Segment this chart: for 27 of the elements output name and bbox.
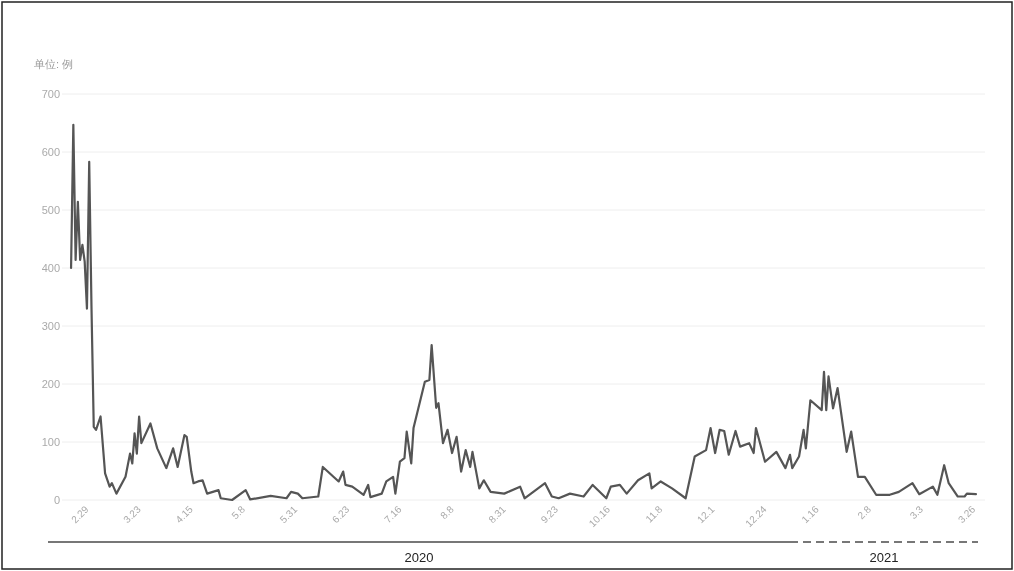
x-tick-label: 5.31 [277, 503, 300, 526]
x-tick-label: 1.16 [799, 503, 822, 526]
y-tick-label: 0 [53, 494, 60, 506]
y-tick-label: 600 [41, 146, 60, 158]
text: 2021 [869, 550, 899, 565]
y-tick-label: 700 [41, 88, 60, 100]
y-tick-label: 100 [41, 436, 60, 448]
text: 2020 [404, 550, 434, 565]
x-tick-label: 3.23 [121, 503, 144, 526]
x-tick-label: 5.8 [229, 503, 248, 522]
y-tick-label: 500 [41, 204, 60, 216]
y-tick-label: 200 [41, 378, 60, 390]
x-tick-label: 4.15 [173, 503, 196, 526]
x-tick-label: 12.1 [695, 503, 717, 526]
x-tick-label: 2.8 [855, 503, 874, 522]
x-tick-label: 9.23 [538, 503, 561, 526]
x-tick-label: 8.8 [438, 503, 457, 522]
x-tick-label: 3.3 [907, 503, 926, 522]
x-tick-label: 8.31 [486, 503, 509, 526]
x-tick-label: 6.23 [329, 503, 352, 526]
x-tick-label: 3.26 [955, 503, 978, 526]
y-tick-label: 300 [41, 320, 60, 332]
line-series [69, 123, 978, 502]
y-tick-label: 400 [41, 262, 60, 274]
y-axis-title: 单位: 例 [34, 58, 74, 70]
x-tick-label: 11.8 [643, 503, 665, 525]
x-tick-label: 7.16 [382, 503, 404, 526]
